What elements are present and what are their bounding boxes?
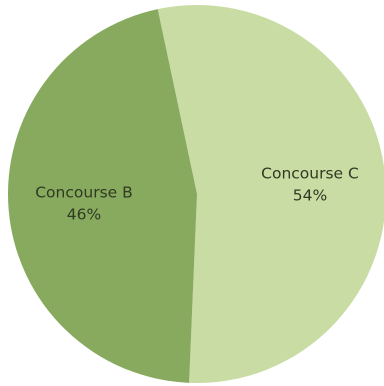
pie-labels: Concourse C 54% Concourse B 46%: [35, 165, 359, 224]
pie-slice-concourse-b: [8, 9, 198, 383]
slice-label-0: Concourse C: [261, 165, 359, 183]
slice-value-label-0: 54%: [293, 187, 327, 205]
pie-slice-concourse-c: [157, 5, 384, 383]
slice-value-label-1: 46%: [67, 205, 101, 223]
pie-slices: [8, 5, 384, 383]
slice-label-1: Concourse B: [35, 183, 133, 201]
